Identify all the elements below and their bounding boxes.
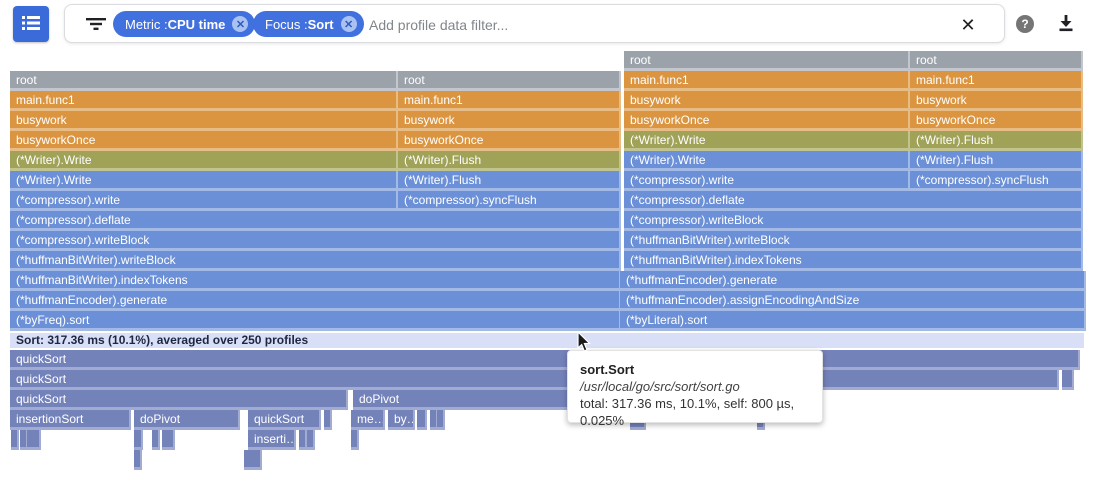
flame-cell[interactable]: [11, 430, 19, 450]
flame-cell[interactable]: root: [910, 51, 1083, 71]
clear-filters-button[interactable]: ✕: [955, 12, 981, 38]
filter-bar: Metric : CPU time ✕ Focus : Sort ✕ ✕: [64, 4, 1005, 43]
chip-value: Sort: [307, 16, 334, 32]
flame-cell[interactable]: (*compressor).write: [10, 191, 398, 211]
flame-cell[interactable]: (*Writer).Write: [624, 151, 910, 171]
chip-prefix: Focus :: [265, 16, 308, 32]
flame-cell[interactable]: (*huffmanEncoder).generate: [620, 271, 1086, 291]
flame-cell[interactable]: (*compressor).deflate: [10, 211, 621, 231]
flame-cell[interactable]: doPivot: [134, 410, 240, 430]
flame-cell[interactable]: [134, 450, 142, 470]
flame-cell[interactable]: (*Writer).Write: [10, 171, 398, 191]
filter-list-icon: [86, 17, 106, 36]
flame-cell[interactable]: root: [398, 71, 621, 91]
flame-cell[interactable]: [1062, 370, 1074, 390]
flame-cell[interactable]: busyworkOnce: [398, 131, 621, 151]
flame-cell[interactable]: busyworkOnce: [910, 111, 1083, 131]
flame-cell[interactable]: [134, 430, 143, 450]
flame-cell[interactable]: busywork: [10, 111, 398, 131]
flame-cell[interactable]: (*Writer).Flush: [910, 151, 1083, 171]
tooltip-source-path: /usr/local/go/src/sort/sort.go: [580, 379, 740, 394]
flame-cell[interactable]: (*compressor).syncFlush: [910, 171, 1083, 191]
flame-cell[interactable]: root: [624, 51, 910, 71]
profile-list-button[interactable]: [13, 6, 49, 42]
flame-cell[interactable]: [299, 430, 307, 450]
list-icon: [22, 15, 40, 34]
flame-cell[interactable]: (*compressor).deflate: [624, 191, 1083, 211]
flame-cell[interactable]: busywork: [624, 91, 910, 111]
flame-cell[interactable]: (*compressor).writeBlock: [10, 231, 621, 251]
flame-cell[interactable]: [351, 430, 359, 450]
flame-cell[interactable]: main.func1: [398, 91, 621, 111]
flame-cell[interactable]: main.func1: [624, 71, 910, 91]
flame-cell[interactable]: (*compressor).syncFlush: [398, 191, 621, 211]
chip-value: CPU time: [167, 16, 226, 32]
mouse-cursor-icon: [577, 330, 591, 358]
flame-cell[interactable]: (*Writer).Write: [624, 131, 910, 151]
flame-cell[interactable]: (*huffmanEncoder).generate: [10, 291, 621, 311]
filter-chip-metric[interactable]: Metric : CPU time ✕: [113, 11, 256, 37]
flame-cell[interactable]: [437, 410, 445, 430]
flame-cell[interactable]: (*huffmanBitWriter).indexTokens: [624, 251, 1083, 271]
flame-cell[interactable]: (*byLiteral).sort: [620, 311, 1086, 331]
filter-chip-focus[interactable]: Focus : Sort ✕: [253, 11, 364, 37]
flame-cell[interactable]: (*compressor).write: [624, 171, 910, 191]
tooltip-stats: total: 317.36 ms, 10.1%, self: 800 µs, 0…: [580, 396, 795, 428]
flame-cell[interactable]: main.func1: [10, 91, 398, 111]
flame-cell[interactable]: by…: [388, 410, 415, 430]
chip-close-icon[interactable]: ✕: [340, 16, 357, 32]
help-icon[interactable]: ?: [1016, 15, 1034, 33]
flame-cell[interactable]: busyworkOnce: [10, 131, 398, 151]
selected-frame-summary-row[interactable]: Sort: 317.36 ms (10.1%), averaged over 2…: [10, 333, 1084, 348]
flame-cell[interactable]: [324, 410, 332, 430]
flame-cell[interactable]: busyworkOnce: [624, 111, 910, 131]
flame-cell[interactable]: me…: [351, 410, 385, 430]
flame-cell[interactable]: (*huffmanEncoder).assignEncodingAndSize: [620, 291, 1086, 311]
flame-cell[interactable]: main.func1: [910, 71, 1083, 91]
flame-cell[interactable]: (*Writer).Flush: [398, 171, 621, 191]
flame-cell[interactable]: (*compressor).writeBlock: [624, 211, 1083, 231]
flame-cell[interactable]: quickSort: [10, 350, 1080, 370]
flame-cell[interactable]: (*Writer).Write: [10, 151, 398, 171]
flame-cell[interactable]: busywork: [398, 111, 621, 131]
chip-prefix: Metric :: [125, 16, 168, 32]
flame-cell[interactable]: (*huffmanBitWriter).writeBlock: [10, 251, 621, 271]
flame-cell[interactable]: [152, 430, 160, 450]
flame-cell[interactable]: quickSort: [10, 370, 1059, 390]
flame-cell[interactable]: (*huffmanBitWriter).writeBlock: [624, 231, 1083, 251]
flame-cell[interactable]: [33, 430, 41, 450]
flame-cell[interactable]: (*Writer).Flush: [398, 151, 621, 171]
flame-cell[interactable]: quickSort: [248, 410, 321, 430]
filter-input[interactable]: [367, 12, 771, 38]
flame-cell[interactable]: [167, 430, 175, 450]
flame-cell[interactable]: busywork: [910, 91, 1083, 111]
flame-cell[interactable]: (*Writer).Flush: [910, 131, 1083, 151]
flame-cell[interactable]: quickSort: [10, 390, 348, 410]
tooltip-function-name: sort.Sort: [580, 362, 635, 377]
download-icon[interactable]: [1055, 13, 1077, 35]
flame-cell[interactable]: [307, 430, 315, 450]
flame-cell[interactable]: inserti…: [248, 430, 296, 450]
flame-cell[interactable]: root: [10, 71, 398, 91]
flame-cell[interactable]: [254, 450, 262, 470]
flame-cell[interactable]: insertionSort: [10, 410, 131, 430]
flame-cell[interactable]: [417, 410, 427, 430]
toolbar: Metric : CPU time ✕ Focus : Sort ✕ ✕ ?: [0, 0, 1096, 48]
frame-tooltip: sort.Sort /usr/local/go/src/sort/sort.go…: [567, 350, 823, 428]
chip-close-icon[interactable]: ✕: [232, 16, 249, 32]
flame-cell[interactable]: (*huffmanBitWriter).indexTokens: [10, 271, 621, 291]
flame-cell[interactable]: (*byFreq).sort: [10, 311, 621, 331]
